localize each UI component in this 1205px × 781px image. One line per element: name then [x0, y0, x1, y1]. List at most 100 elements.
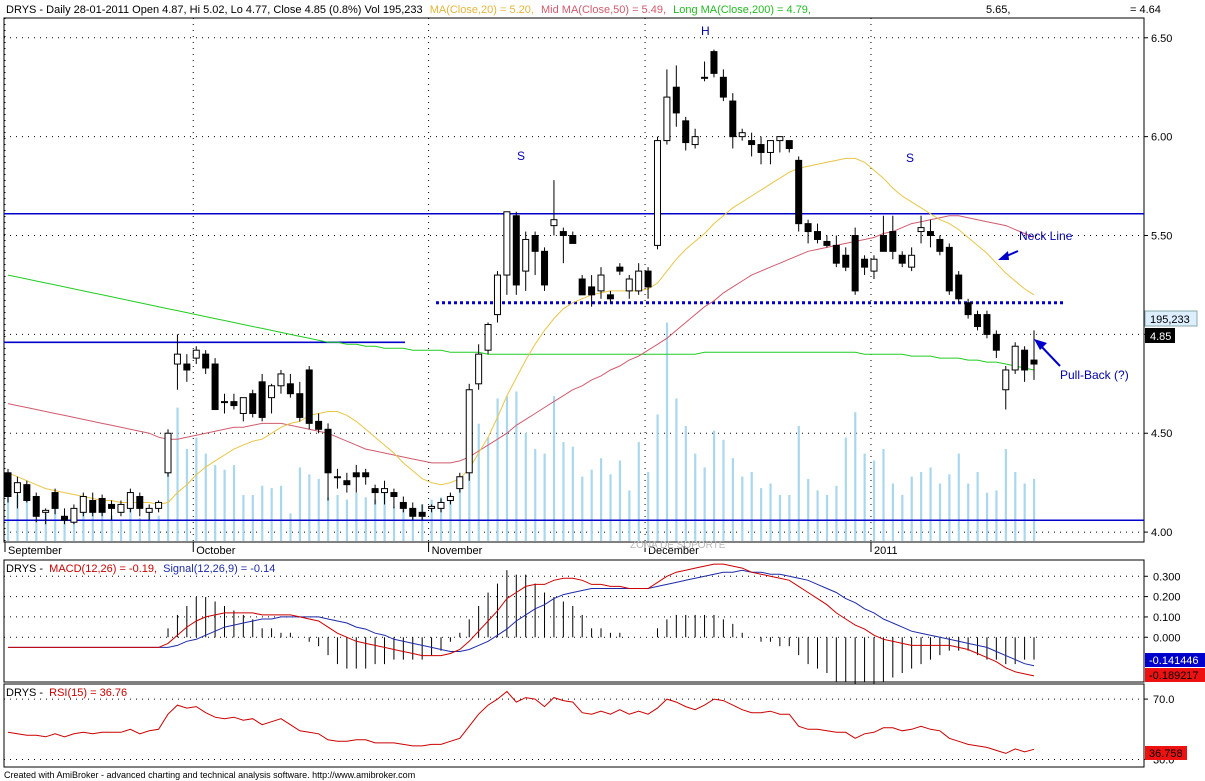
macd-axis: 0.300 0.200 0.100 0.000	[1144, 571, 1181, 644]
bear-candle	[983, 314, 991, 335]
volume-bar	[25, 490, 29, 541]
volume-bar	[854, 412, 857, 541]
month-label: 2011	[874, 545, 898, 557]
bear-candle	[672, 86, 680, 114]
month-label: December	[648, 545, 699, 557]
price-tick-label: 6.00	[1151, 132, 1172, 144]
volume-bar	[458, 483, 462, 541]
volume-bar	[279, 485, 283, 541]
volume-bar	[618, 460, 622, 541]
signal-badge: -0.189217	[1145, 668, 1205, 682]
price-tick-label: 4.50	[1151, 428, 1172, 440]
horizontal-lines	[4, 212, 1144, 522]
bear-candle	[926, 231, 934, 237]
ma20-line	[7, 157, 1035, 505]
bear-candle	[616, 266, 624, 272]
bear-candle	[136, 496, 144, 509]
bull-candle	[475, 353, 483, 385]
bull-candle	[79, 496, 87, 513]
volume-bar	[562, 442, 565, 541]
volume-bar	[835, 485, 838, 541]
bear-candle	[390, 492, 398, 498]
footer-credit: Created with AmiBroker - advanced charti…	[4, 770, 415, 780]
volume-bar	[308, 474, 311, 541]
volume-bar	[722, 439, 725, 541]
volume-bar	[148, 508, 151, 541]
volume-bar	[157, 515, 160, 541]
candles	[4, 49, 1038, 525]
volume-bar	[694, 453, 697, 541]
bear-candle	[108, 503, 116, 509]
volume-bar	[214, 465, 217, 541]
annotation-right-shoulder: S	[906, 151, 914, 165]
bear-candle	[719, 76, 727, 98]
bear-candle	[324, 428, 332, 474]
bull-candle	[625, 278, 633, 292]
volume-bar	[741, 476, 744, 541]
volume-bar	[383, 492, 386, 541]
bear-candle	[418, 511, 426, 517]
bear-candle	[785, 140, 793, 150]
volume-bar	[957, 453, 960, 541]
bull-candle	[1011, 345, 1019, 371]
rsi-header-value: RSI(15) = 36.76	[49, 687, 127, 699]
volume-bar	[7, 497, 10, 541]
bull-candle	[766, 140, 774, 153]
price-tick-label: 4.00	[1151, 527, 1172, 539]
bear-candle	[296, 393, 304, 418]
volume-bar	[468, 437, 471, 541]
volume-bar	[571, 446, 574, 541]
annotation-neck-line: Neck Line	[1019, 229, 1073, 243]
volume-bar	[251, 495, 254, 541]
volume-bar	[731, 458, 734, 541]
bull-candle	[192, 349, 200, 359]
bear-candle	[974, 314, 982, 327]
volume-bar	[637, 442, 640, 541]
bull-candle	[456, 476, 464, 490]
volume-bar	[232, 465, 236, 541]
volume-badge-text: 195,233	[1150, 314, 1190, 326]
bull-candle	[701, 76, 709, 79]
rsi-grid	[4, 698, 1144, 760]
macd-badge: -0.141446	[1145, 653, 1205, 667]
price-tick-label: 6.50	[1151, 33, 1172, 45]
volume-bar	[985, 492, 989, 541]
volume-bar	[590, 469, 593, 541]
volume-bar	[1004, 449, 1007, 541]
bear-candle	[889, 231, 897, 252]
macd-grid	[4, 575, 1144, 638]
volume-bar	[298, 467, 301, 541]
rsi-line	[7, 690, 1035, 754]
header-ma50: Mid MA(Close,50) = 5.49,	[541, 4, 666, 16]
moving-averages	[7, 157, 1035, 505]
bull-candle	[917, 227, 925, 233]
macd-tick-label: 0.100	[1153, 612, 1181, 624]
volume-bar	[327, 497, 330, 541]
bear-candle	[804, 223, 812, 233]
volume-bar	[910, 476, 913, 541]
bear-candle	[531, 235, 539, 252]
volume-bar	[712, 430, 716, 541]
volume-bar	[91, 508, 94, 541]
bear-candle	[748, 140, 756, 146]
volume-bar	[16, 495, 19, 541]
annotation-left-shoulder: S	[517, 149, 525, 163]
volume-bar	[647, 472, 650, 541]
bear-candle	[305, 369, 313, 424]
volume-bar	[609, 474, 612, 541]
neck-line-arrow	[998, 250, 1019, 260]
bull-candle	[164, 432, 172, 474]
bull-candle	[117, 503, 125, 513]
bear-candle	[23, 484, 31, 501]
volume-bar	[392, 506, 396, 541]
volume-bar	[242, 495, 245, 541]
volume-bar	[101, 511, 104, 541]
bear-candle	[409, 507, 417, 517]
macd-panel-frame	[3, 559, 1145, 683]
volume-bar	[948, 474, 951, 541]
bull-candle	[484, 323, 492, 351]
macd-panel: 0.300 0.200 0.100 0.000 DRYS - MACD(12,26) …	[3, 559, 1205, 687]
bear-candle	[362, 472, 370, 478]
volume-bar	[185, 449, 189, 541]
volume-bar	[882, 449, 885, 541]
